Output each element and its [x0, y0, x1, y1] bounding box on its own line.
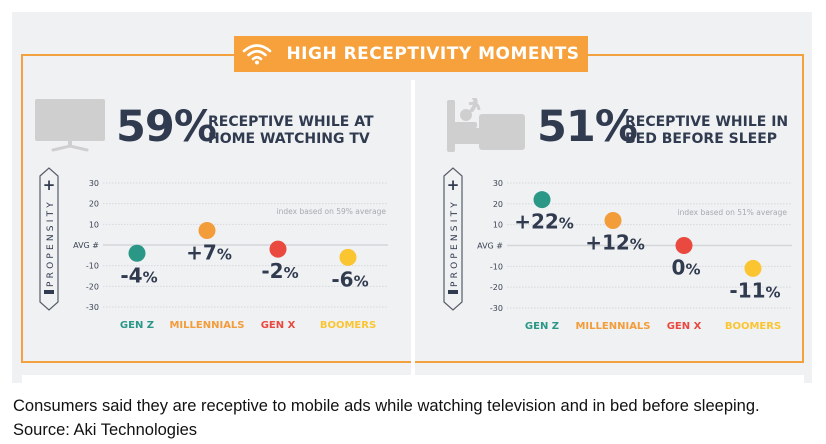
y-axis-label: PROPENSITY: [450, 199, 460, 287]
y-tick-label: 10: [89, 220, 99, 229]
y-tick-label: 30: [493, 179, 503, 188]
data-label: -2%: [261, 259, 298, 283]
bed-description: RECEPTIVE WHILE IN BED BEFORE SLEEP: [625, 114, 788, 148]
y-tick-label: 20: [493, 200, 503, 209]
category-label: GEN X: [261, 320, 296, 331]
y-tick-label: AVG #: [73, 241, 99, 250]
category-label: BOOMERS: [725, 321, 781, 332]
data-point: [198, 222, 216, 240]
data-point: [744, 259, 762, 277]
bed-desc-line2: BED BEFORE SLEEP: [625, 131, 778, 147]
data-label: +12%: [585, 231, 645, 255]
data-label: +22%: [514, 210, 574, 234]
y-tick-label: AVG #: [477, 242, 503, 251]
data-label: -6%: [331, 267, 368, 291]
category-label: MILLENNIALS: [575, 321, 650, 332]
wifi-icon: [243, 44, 272, 65]
category-label: MILLENNIALS: [169, 320, 244, 331]
propensity-plus-label: +: [447, 176, 460, 194]
bottom-strip: [22, 375, 804, 383]
tv-percent: 59%: [116, 102, 217, 152]
data-point: [604, 212, 622, 229]
y-tick-label: -20: [490, 283, 503, 292]
y-tick-label: 30: [89, 179, 99, 188]
y-tick-label: 20: [89, 200, 99, 209]
category-label: GEN Z: [120, 320, 154, 331]
data-point: [339, 248, 357, 266]
tv-desc-line2: HOME WATCHING TV: [208, 131, 370, 147]
data-point: [128, 244, 146, 262]
y-axis-label: PROPENSITY: [46, 199, 56, 287]
data-label: -11%: [729, 278, 780, 302]
y-tick-label: 10: [493, 221, 503, 230]
index-annotation: index based on 51% average: [678, 208, 788, 217]
bed-desc-line1: RECEPTIVE WHILE IN: [625, 114, 789, 130]
data-point: [675, 237, 693, 254]
index-annotation: index based on 59% average: [277, 207, 387, 216]
tv-description: RECEPTIVE WHILE AT HOME WATCHING TV: [208, 114, 374, 148]
panel-divider: [411, 80, 415, 383]
propensity-plus-label: +: [43, 176, 56, 194]
data-point: [269, 240, 287, 258]
category-label: GEN Z: [525, 321, 559, 332]
data-label: +7%: [186, 241, 232, 265]
data-label: 0%: [672, 256, 701, 280]
data-point: [533, 191, 551, 209]
data-label: -4%: [120, 263, 157, 287]
category-label: GEN X: [667, 321, 702, 332]
caption: Consumers said they are receptive to mob…: [13, 397, 760, 439]
propensity-axis-badge: [443, 167, 463, 311]
banner: HIGH RECEPTIVITY MOMENTS: [234, 36, 588, 72]
propensity-axis-badge: [39, 167, 59, 311]
y-tick-label: -20: [86, 282, 99, 291]
propensity-minus-icon: [44, 290, 54, 294]
banner-title: HIGH RECEPTIVITY MOMENTS: [286, 44, 580, 64]
tv-icon: [35, 99, 105, 152]
bed-icon: [447, 98, 525, 152]
tv-desc-line1: RECEPTIVE WHILE AT: [208, 114, 374, 130]
y-tick-label: -30: [490, 304, 503, 313]
propensity-minus-icon: [448, 290, 458, 294]
y-tick-label: -10: [86, 262, 99, 271]
bed-percent: 51%: [537, 102, 638, 152]
y-tick-label: -10: [490, 262, 503, 271]
category-label: BOOMERS: [320, 320, 376, 331]
y-tick-label: -30: [86, 303, 99, 312]
